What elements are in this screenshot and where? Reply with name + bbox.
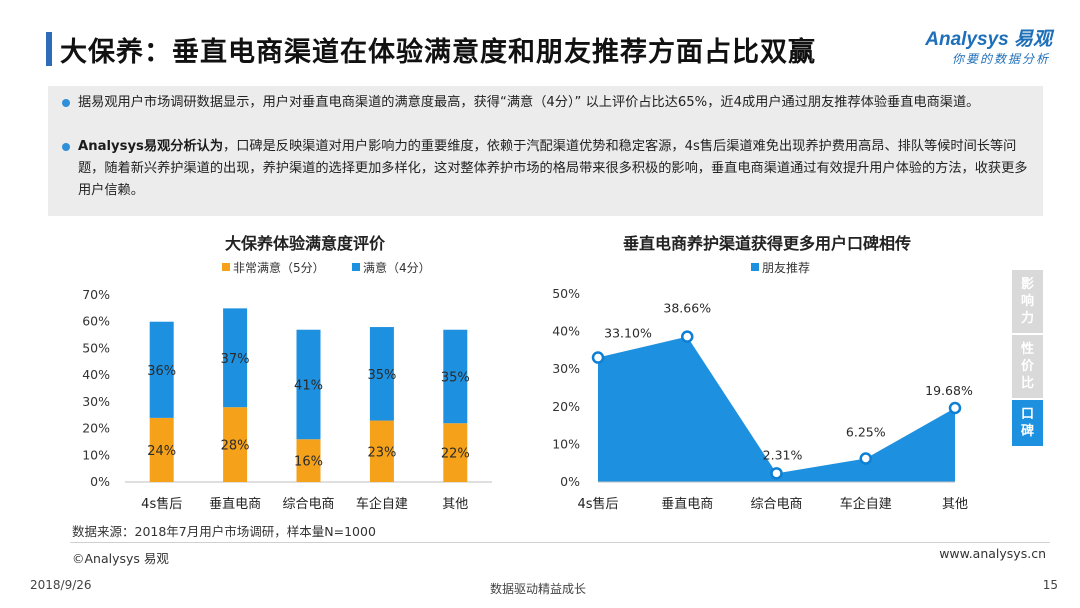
x-category-label: 车企自建 <box>840 496 892 512</box>
data-point <box>948 401 962 415</box>
y-tick-label: 50% <box>552 286 580 301</box>
bar-data-label: 22% <box>441 447 470 462</box>
bullet-dot-icon <box>62 99 70 107</box>
legend-label: 非常满意（5分） <box>233 260 325 275</box>
legend-swatch <box>751 263 759 271</box>
bar-data-label: 35% <box>367 368 396 383</box>
y-tick-label: 60% <box>82 314 110 329</box>
legend-label: 朋友推荐 <box>762 261 810 275</box>
point-data-label: 19.68% <box>925 383 973 398</box>
point-data-label: 2.31% <box>763 447 803 462</box>
x-category-label: 其他 <box>442 497 468 512</box>
legend-swatch <box>352 263 360 271</box>
page-title: 大保养：垂直电商渠道在体验满意度和朋友推荐方面占比双赢 <box>60 37 816 68</box>
side-tab-3[interactable]: 口碑 <box>1012 400 1043 446</box>
side-tab-1[interactable]: 影响力 <box>1012 270 1043 333</box>
x-category-label: 垂直电商 <box>661 497 713 512</box>
bar-data-label: 28% <box>221 439 250 454</box>
point-data-label: 38.66% <box>663 301 711 316</box>
legend-label: 满意（4分） <box>363 260 431 275</box>
bar-chart-title: 大保养体验满意度评价 <box>225 234 386 253</box>
footer-divider <box>70 542 1050 543</box>
summary-bullet-1-text: 据易观用户市场调研数据显示，用户对垂直电商渠道的满意度最高，获得“满意（4分）”… <box>78 95 980 110</box>
analysys-logo: Analysys 易观 你要的数据分析 <box>925 24 1052 68</box>
side-tab-group: 影响力性价比口碑 <box>1012 270 1043 448</box>
website-link[interactable]: www.analysys.cn <box>939 546 1046 561</box>
page-number: 15 <box>1042 578 1058 592</box>
x-category-label: 4s售后 <box>141 496 182 512</box>
summary-bullet-1: 据易观用户市场调研数据显示，用户对垂直电商渠道的满意度最高，获得“满意（4分）”… <box>58 92 1028 114</box>
x-category-label: 其他 <box>942 497 968 512</box>
y-tick-label: 70% <box>82 287 110 302</box>
bar-segment <box>369 420 394 482</box>
bar-segment <box>443 329 468 424</box>
y-tick-label: 10% <box>82 447 110 462</box>
y-tick-label: 40% <box>552 324 580 339</box>
y-tick-label: 20% <box>552 399 580 414</box>
legend-swatch <box>222 263 230 271</box>
point-data-label: 33.10% <box>604 326 652 341</box>
y-tick-label: 0% <box>90 474 110 489</box>
data-point <box>591 351 605 364</box>
area-chart-title: 垂直电商养护渠道获得更多用户口碑相传 <box>623 234 911 253</box>
side-tab-2[interactable]: 性价比 <box>1012 335 1043 398</box>
logo-tagline: 你要的数据分析 <box>951 52 1050 66</box>
title-accent-bar <box>46 32 52 66</box>
bar-data-label: 16% <box>294 455 323 470</box>
x-category-label: 垂直电商 <box>209 497 261 512</box>
bar-segment <box>443 423 468 482</box>
data-point <box>859 452 872 465</box>
bar-data-label: 41% <box>294 378 323 393</box>
bar-segment <box>223 308 248 408</box>
y-tick-label: 50% <box>82 340 110 355</box>
y-tick-label: 20% <box>82 421 110 436</box>
summary-bullet-2: Analysys易观分析认为，口碑是反映渠道对用户影响力的重要维度，依赖于汽配渠… <box>58 136 1028 202</box>
bar-data-label: 36% <box>147 364 176 379</box>
bar-segment <box>296 329 321 440</box>
y-tick-label: 30% <box>552 361 580 376</box>
summary-box: 据易观用户市场调研数据显示，用户对垂直电商渠道的满意度最高，获得“满意（4分）”… <box>48 86 1043 216</box>
x-category-label: 4s售后 <box>577 496 618 512</box>
bar-data-label: 23% <box>367 445 396 460</box>
bar-data-label: 35% <box>441 370 470 385</box>
y-tick-label: 0% <box>560 474 580 489</box>
x-category-label: 综合电商 <box>750 497 802 512</box>
y-tick-label: 10% <box>552 436 580 451</box>
summary-bullet-2-text: ，口碑是反映渠道对用户影响力的重要维度，依赖于汽配渠道优势和稳定客源，4s售后渠… <box>78 139 1028 198</box>
area-series-fill <box>598 336 955 482</box>
point-data-label: 6.25% <box>846 425 886 440</box>
bar-segment <box>369 327 394 421</box>
footer-slogan: 数据驱动精益成长 <box>490 582 587 596</box>
report-date: 2018/9/26 <box>30 578 92 592</box>
x-category-label: 车企自建 <box>356 496 408 512</box>
bar-segment <box>149 321 174 418</box>
bar-segment <box>296 439 321 482</box>
y-tick-label: 40% <box>82 367 110 382</box>
summary-bullet-2-lead: Analysys易观分析认为 <box>78 139 224 154</box>
bar-segment <box>223 407 248 482</box>
logo-main-text: Analysys 易观 <box>925 29 1052 50</box>
data-point <box>681 330 694 343</box>
y-tick-label: 30% <box>82 394 110 409</box>
data-source-note: 数据来源：2018年7月用户市场调研，样本量N=1000 <box>72 524 376 539</box>
bar-data-label: 24% <box>147 444 176 459</box>
bar-segment <box>149 417 174 482</box>
copyright-text: ©Analysys 易观 <box>72 551 169 566</box>
x-category-label: 综合电商 <box>282 497 334 512</box>
bullet-dot-icon <box>62 143 70 151</box>
data-point <box>770 467 783 480</box>
bar-data-label: 37% <box>221 352 250 367</box>
